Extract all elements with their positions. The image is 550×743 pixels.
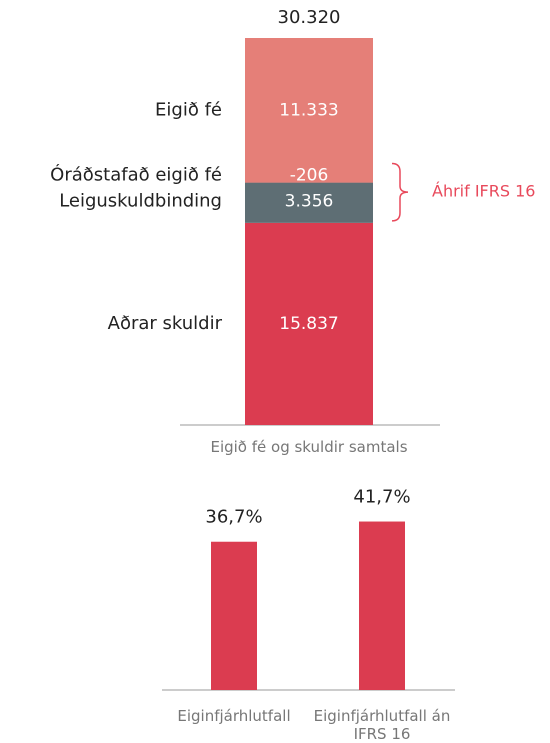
total-label: 30.320 (278, 7, 341, 28)
value-label: 41,7% (353, 487, 410, 508)
bar-segment (245, 180, 373, 223)
bar (211, 541, 257, 690)
annotation: Áhrif IFRS 16 (432, 182, 535, 201)
bar-segment (245, 222, 373, 425)
bar (359, 521, 405, 690)
series-label: Óráðstafað eigið fé (50, 163, 222, 185)
value-label: 36,7% (205, 507, 262, 528)
series-label: Aðrar skuldir (108, 313, 223, 334)
bar-segment (245, 38, 373, 183)
series-label: Leiguskuldbinding (59, 190, 222, 211)
value-label: 11.333 (279, 100, 338, 120)
series-label: Eigið fé (155, 99, 222, 120)
x-tick-label: Eiginfjárhlutfall (177, 707, 291, 725)
value-label: 15.837 (279, 314, 338, 334)
value-label: -206 (290, 165, 329, 185)
value-label: 3.356 (285, 191, 334, 211)
bracket (391, 162, 409, 222)
x-tick-label: Eigið fé og skuldir samtals (210, 438, 408, 456)
x-tick-label: Eiginfjárhlutfall án IFRS 16 (313, 707, 451, 743)
